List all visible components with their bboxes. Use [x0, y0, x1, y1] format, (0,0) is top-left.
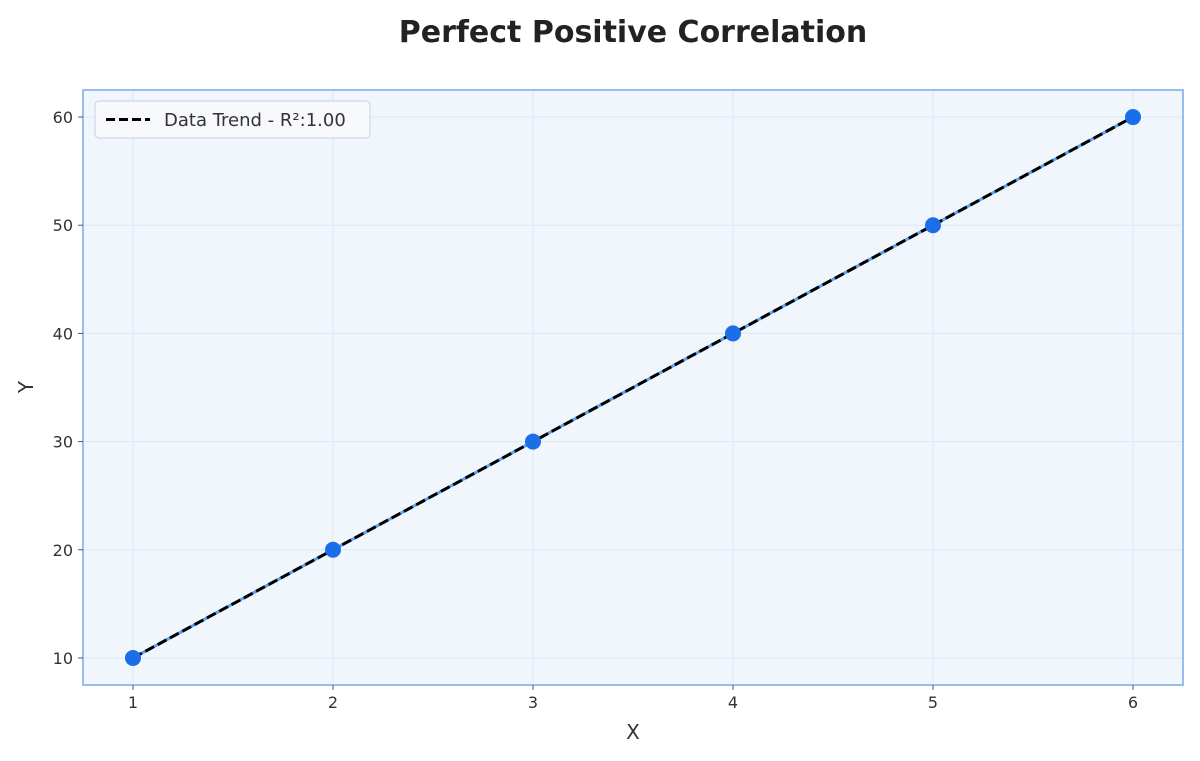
data-series [132, 115, 1134, 660]
x-tick-label: 5 [928, 693, 938, 712]
data-point [1125, 109, 1141, 126]
y-tick-label: 40 [53, 324, 73, 343]
trend-line [132, 115, 1134, 660]
data-point [525, 433, 541, 450]
x-axis-ticks: 1 2 3 4 5 6 [128, 685, 1138, 712]
data-point [125, 649, 141, 666]
y-axis-ticks: 10 20 30 40 50 60 [53, 108, 83, 668]
x-tick-label: 1 [128, 693, 138, 712]
grid [83, 90, 1183, 685]
data-points [125, 109, 1141, 666]
data-point [325, 541, 341, 558]
x-tick-label: 3 [528, 693, 538, 712]
data-point [725, 325, 741, 342]
plot-frame [82, 89, 1184, 686]
chart-title: Perfect Positive Correlation [399, 15, 868, 50]
legend-label-trend: Data Trend - R²:1.00 [164, 110, 346, 131]
y-tick-label: 10 [53, 649, 73, 668]
x-tick-label: 4 [728, 693, 738, 712]
legend: Data Trend - R²:1.00 [94, 100, 371, 139]
legend-box [94, 100, 371, 139]
x-tick-label: 6 [1128, 693, 1138, 712]
y-tick-label: 50 [53, 216, 73, 235]
y-tick-label: 20 [53, 541, 73, 560]
x-axis-label: X [626, 720, 640, 744]
y-tick-label: 60 [53, 108, 73, 127]
x-tick-label: 2 [328, 693, 338, 712]
y-tick-label: 30 [53, 433, 73, 452]
y-axis-label: Y [14, 380, 38, 394]
data-point [925, 217, 941, 234]
